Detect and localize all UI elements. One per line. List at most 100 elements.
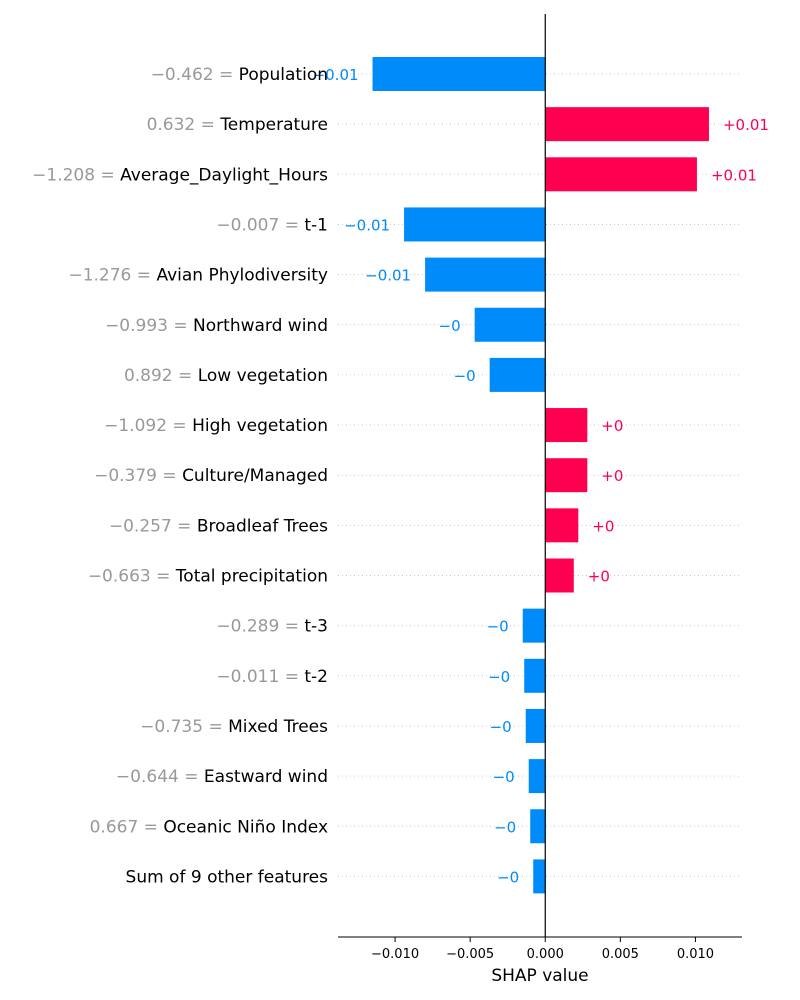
bar-value-labels: −0.01 +0.01 +0.01 −0.01 −0.01 −0 −0 +0 +0 +0 +0 −0 −… bbox=[313, 66, 769, 886]
feature-value: −0.379 bbox=[94, 466, 157, 486]
feature-label: −1.208 = Average_Daylight_Hours bbox=[32, 165, 328, 185]
x-tick-label: 0.000 bbox=[527, 947, 564, 962]
bar-value-label: −0 bbox=[497, 868, 519, 886]
feature-name: Oceanic Niño Index bbox=[163, 817, 328, 837]
feature-value: −0.007 bbox=[216, 215, 279, 235]
bar bbox=[545, 558, 574, 593]
feature-value: 0.632 bbox=[147, 115, 196, 135]
bar-value-label: −0 bbox=[494, 818, 516, 836]
feature-value: −0.644 bbox=[116, 767, 179, 787]
feature-label: 0.632 = Temperature bbox=[147, 115, 328, 135]
bar bbox=[545, 157, 697, 192]
feature-label: −0.735 = Mixed Trees bbox=[140, 717, 328, 737]
feature-label: −0.257 = Broadleaf Trees bbox=[109, 516, 328, 536]
bar-value-label: +0 bbox=[601, 417, 623, 435]
equals-sign: = bbox=[279, 667, 304, 687]
bar bbox=[533, 859, 546, 894]
feature-label: 0.892 = Low vegetation bbox=[124, 366, 328, 386]
equals-sign: = bbox=[279, 215, 304, 235]
bar-value-label: −0 bbox=[490, 718, 512, 736]
feature-value: −0.257 bbox=[109, 516, 172, 536]
equals-sign: = bbox=[131, 266, 156, 286]
equals-sign: = bbox=[151, 567, 176, 587]
bar-value-label: −0 bbox=[488, 668, 510, 686]
x-tick-label: −0.005 bbox=[446, 947, 494, 962]
feature-name: Eastward wind bbox=[204, 767, 328, 787]
bar bbox=[522, 608, 546, 643]
feature-value: −0.663 bbox=[88, 567, 151, 587]
feature-value: −0.289 bbox=[216, 617, 279, 637]
feature-name: Average_Daylight_Hours bbox=[120, 165, 328, 185]
feature-label: −0.993 = Northward wind bbox=[105, 316, 328, 336]
equals-sign: = bbox=[203, 717, 228, 737]
bar-value-label: +0 bbox=[601, 467, 623, 485]
bar-value-label: −0 bbox=[439, 317, 461, 335]
bar bbox=[530, 809, 546, 844]
equals-sign: = bbox=[173, 366, 198, 386]
feature-label: −0.007 = t-1 bbox=[216, 215, 328, 235]
equals-sign: = bbox=[214, 65, 239, 85]
equals-sign: = bbox=[157, 466, 182, 486]
feature-value: 0.667 bbox=[90, 817, 139, 837]
bar bbox=[545, 107, 709, 142]
feature-label: −0.289 = t-3 bbox=[216, 617, 328, 637]
equals-sign: = bbox=[172, 516, 197, 536]
feature-label: 0.667 = Oceanic Niño Index bbox=[90, 817, 328, 837]
x-axis: −0.010 −0.005 0.000 0.005 0.010 bbox=[338, 936, 742, 962]
feature-value: −1.276 bbox=[68, 266, 131, 286]
feature-value: 0.892 bbox=[124, 366, 173, 386]
feature-name: Broadleaf Trees bbox=[197, 516, 328, 536]
bar-value-label: −0.01 bbox=[365, 267, 411, 285]
bar bbox=[525, 708, 546, 743]
equals-sign: = bbox=[95, 165, 120, 185]
bars bbox=[372, 57, 709, 894]
feature-label: Sum of 9 other features bbox=[126, 867, 329, 887]
feature-name: High vegetation bbox=[192, 416, 328, 436]
feature-name: Population bbox=[239, 65, 328, 85]
feature-value: −0.993 bbox=[105, 316, 168, 336]
feature-value: −0.011 bbox=[216, 667, 279, 687]
bar-value-label: −0 bbox=[493, 768, 515, 786]
gridlines bbox=[338, 73, 742, 877]
x-axis-label: SHAP value bbox=[491, 966, 588, 986]
equals-sign: = bbox=[167, 416, 192, 436]
bar bbox=[545, 508, 579, 543]
bar-value-label: −0 bbox=[454, 367, 476, 385]
bar bbox=[425, 257, 546, 292]
feature-name: Northward wind bbox=[193, 316, 328, 336]
feature-label: −0.379 = Culture/Managed bbox=[94, 466, 328, 486]
feature-label: −0.663 = Total precipitation bbox=[88, 567, 328, 587]
bar-value-label: +0 bbox=[592, 517, 614, 535]
equals-sign: = bbox=[179, 767, 204, 787]
feature-name: t-3 bbox=[304, 617, 328, 637]
feature-label: −0.011 = t-2 bbox=[216, 667, 328, 687]
bar bbox=[489, 357, 546, 392]
bar-value-label: −0 bbox=[487, 618, 509, 636]
feature-name: t-1 bbox=[304, 215, 328, 235]
bar bbox=[372, 57, 546, 91]
feature-name: Mixed Trees bbox=[228, 717, 328, 737]
feature-name: Temperature bbox=[219, 115, 328, 135]
equals-sign: = bbox=[195, 115, 220, 135]
feature-name: t-2 bbox=[304, 667, 328, 687]
feature-name: Sum of 9 other features bbox=[126, 867, 329, 887]
feature-value: −1.208 bbox=[32, 165, 95, 185]
feature-name: Culture/Managed bbox=[182, 466, 328, 486]
feature-label: −0.462 = Population bbox=[151, 65, 328, 85]
feature-name: Low vegetation bbox=[198, 366, 328, 386]
x-tick-label: −0.010 bbox=[371, 947, 419, 962]
feature-value: −0.462 bbox=[151, 65, 214, 85]
bar bbox=[545, 408, 588, 443]
equals-sign: = bbox=[168, 316, 193, 336]
bar-value-label: +0 bbox=[588, 568, 610, 586]
feature-name: Total precipitation bbox=[175, 567, 328, 587]
x-tick-label: 0.010 bbox=[677, 947, 714, 962]
bar bbox=[528, 759, 546, 794]
feature-label: −1.092 = High vegetation bbox=[104, 416, 328, 436]
feature-label: −1.276 = Avian Phylodiversity bbox=[68, 266, 328, 286]
bar bbox=[524, 658, 546, 693]
equals-sign: = bbox=[138, 817, 163, 837]
bar-value-label: +0.01 bbox=[711, 166, 757, 184]
feature-label: −0.644 = Eastward wind bbox=[116, 767, 328, 787]
